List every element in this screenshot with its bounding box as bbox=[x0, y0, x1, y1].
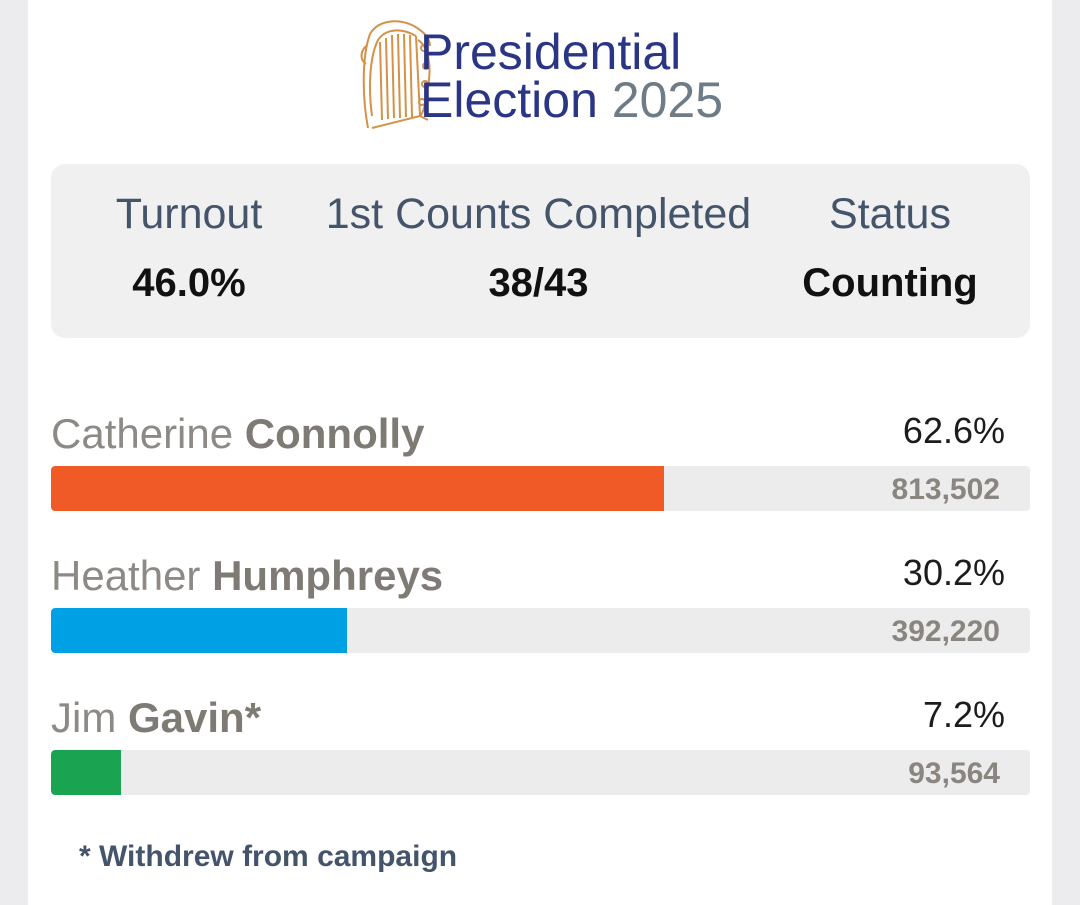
candidate-first-name: Jim bbox=[51, 694, 117, 741]
title-line-election: Election 2025 bbox=[420, 75, 723, 125]
candidate-name: Jim Gavin* bbox=[51, 694, 261, 742]
candidate-percentage: 62.6% bbox=[902, 410, 1005, 451]
turnout-label: Turnout bbox=[115, 190, 263, 238]
vote-bar-track: 392,220 bbox=[51, 608, 1030, 653]
results-card: Presidential Election 2025 Turnout 46.0%… bbox=[28, 0, 1052, 905]
candidate-last-name: Humphreys bbox=[212, 552, 444, 599]
title-line-presidential: Presidential bbox=[420, 24, 682, 80]
election-header: Presidential Election 2025 bbox=[328, 14, 808, 134]
candidate-first-name: Heather bbox=[51, 552, 201, 599]
candidate-votes: 392,220 bbox=[891, 615, 1000, 648]
harp-icon bbox=[360, 20, 431, 129]
vote-bar-fill bbox=[51, 466, 664, 511]
candidate-last-name: Connolly bbox=[244, 410, 425, 457]
vote-bar-track: 813,502 bbox=[51, 466, 1030, 511]
candidate-first-name: Catherine bbox=[51, 410, 234, 457]
turnout-stat: Turnout 46.0% bbox=[111, 190, 267, 306]
status-value: Counting bbox=[802, 261, 978, 305]
title-election: Election bbox=[420, 72, 598, 128]
counts-stat: 1st Counts Completed 38/43 bbox=[316, 190, 761, 306]
page-title: Presidential Election 2025 bbox=[420, 24, 723, 125]
candidate-percentage: 7.2% bbox=[922, 694, 1005, 735]
status-label: Status bbox=[829, 190, 951, 238]
footnote: * Withdrew from campaign bbox=[79, 840, 458, 873]
vote-bar-track: 93,564 bbox=[51, 750, 1030, 795]
counts-label: 1st Counts Completed bbox=[325, 190, 752, 238]
title-year: 2025 bbox=[611, 72, 724, 128]
candidate-last-name: Gavin* bbox=[128, 694, 262, 741]
candidate-name: Heather Humphreys bbox=[51, 552, 443, 600]
candidate-votes: 93,564 bbox=[908, 757, 1000, 790]
candidate-votes: 813,502 bbox=[891, 473, 1000, 506]
candidate-name: Catherine Connolly bbox=[51, 410, 424, 458]
vote-bar-fill bbox=[51, 750, 122, 795]
candidate-percentage: 30.2% bbox=[902, 552, 1005, 593]
turnout-value: 46.0% bbox=[132, 261, 246, 305]
status-stat: Status Counting bbox=[799, 190, 981, 306]
vote-bar-fill bbox=[51, 608, 347, 653]
stats-panel: Turnout 46.0% 1st Counts Completed 38/43… bbox=[51, 164, 1030, 338]
counts-value: 38/43 bbox=[488, 261, 589, 305]
